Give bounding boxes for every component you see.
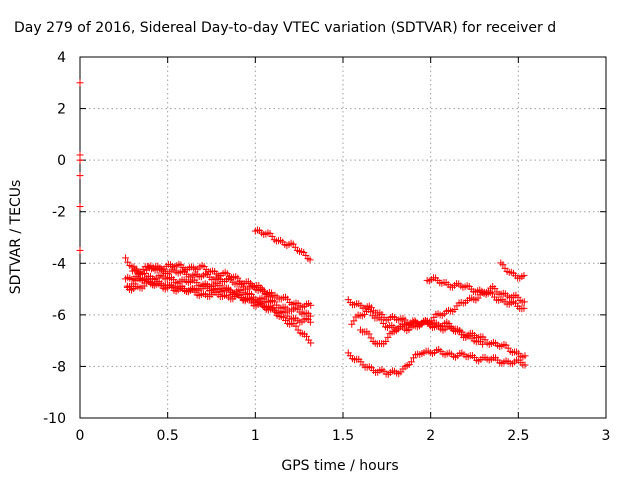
data-point xyxy=(76,156,84,164)
data-point xyxy=(76,79,84,87)
y-tick-label: -10 xyxy=(43,411,66,427)
data-point xyxy=(306,318,314,326)
y-axis-label: SDTVAR / TECUs xyxy=(8,180,24,295)
data-point xyxy=(521,352,529,360)
data-point xyxy=(303,332,311,340)
y-tick-label: 0 xyxy=(57,153,66,169)
data-markers xyxy=(76,79,529,378)
data-point xyxy=(521,361,529,369)
y-tick-labels: -10 -8 -6 -4 -2 0 2 4 xyxy=(43,50,66,427)
x-tick-label: 0.5 xyxy=(157,428,179,444)
x-tick-label: 3 xyxy=(602,428,611,444)
y-tick-label: -2 xyxy=(52,205,66,221)
data-point xyxy=(267,289,275,297)
x-axis-label: GPS time / hours xyxy=(281,458,398,474)
x-tick-label: 0 xyxy=(76,428,85,444)
data-point xyxy=(350,317,358,325)
x-tick-label: 1 xyxy=(251,428,260,444)
y-tick-label: -6 xyxy=(52,308,66,324)
data-point xyxy=(407,358,415,366)
data-point xyxy=(76,203,84,211)
y-tick-label: 4 xyxy=(57,50,66,66)
x-tick-label: 2.5 xyxy=(507,428,529,444)
data-point xyxy=(306,256,314,264)
data-point xyxy=(367,308,375,316)
data-point xyxy=(520,272,528,280)
data-point xyxy=(382,338,390,346)
data-point xyxy=(367,334,375,342)
data-point xyxy=(307,301,315,309)
x-tick-label: 2 xyxy=(426,428,435,444)
data-point xyxy=(520,298,528,306)
data-point xyxy=(365,330,373,338)
data-point xyxy=(520,304,528,312)
data-point xyxy=(455,327,463,335)
data-point xyxy=(479,340,487,348)
data-point xyxy=(384,333,392,341)
data-point xyxy=(76,172,84,180)
data-point xyxy=(451,305,459,313)
data-point xyxy=(307,339,315,347)
data-point xyxy=(306,312,314,320)
axis-ticks xyxy=(79,56,607,419)
x-tick-label: 1.5 xyxy=(332,428,354,444)
data-point xyxy=(269,304,277,312)
x-tick-labels: 0 0.5 1 1.5 2 2.5 3 xyxy=(76,428,611,444)
data-point xyxy=(377,316,385,324)
y-tick-label: -4 xyxy=(52,256,66,272)
grid xyxy=(80,57,606,418)
data-point xyxy=(499,261,507,269)
y-tick-label: -8 xyxy=(52,359,66,375)
data-point xyxy=(257,284,265,292)
data-point xyxy=(292,322,300,330)
chart-title: Day 279 of 2016, Sidereal Day-to-day VTE… xyxy=(14,20,556,36)
y-tick-label: 2 xyxy=(57,102,66,118)
data-point xyxy=(122,254,130,262)
data-point xyxy=(76,246,84,254)
